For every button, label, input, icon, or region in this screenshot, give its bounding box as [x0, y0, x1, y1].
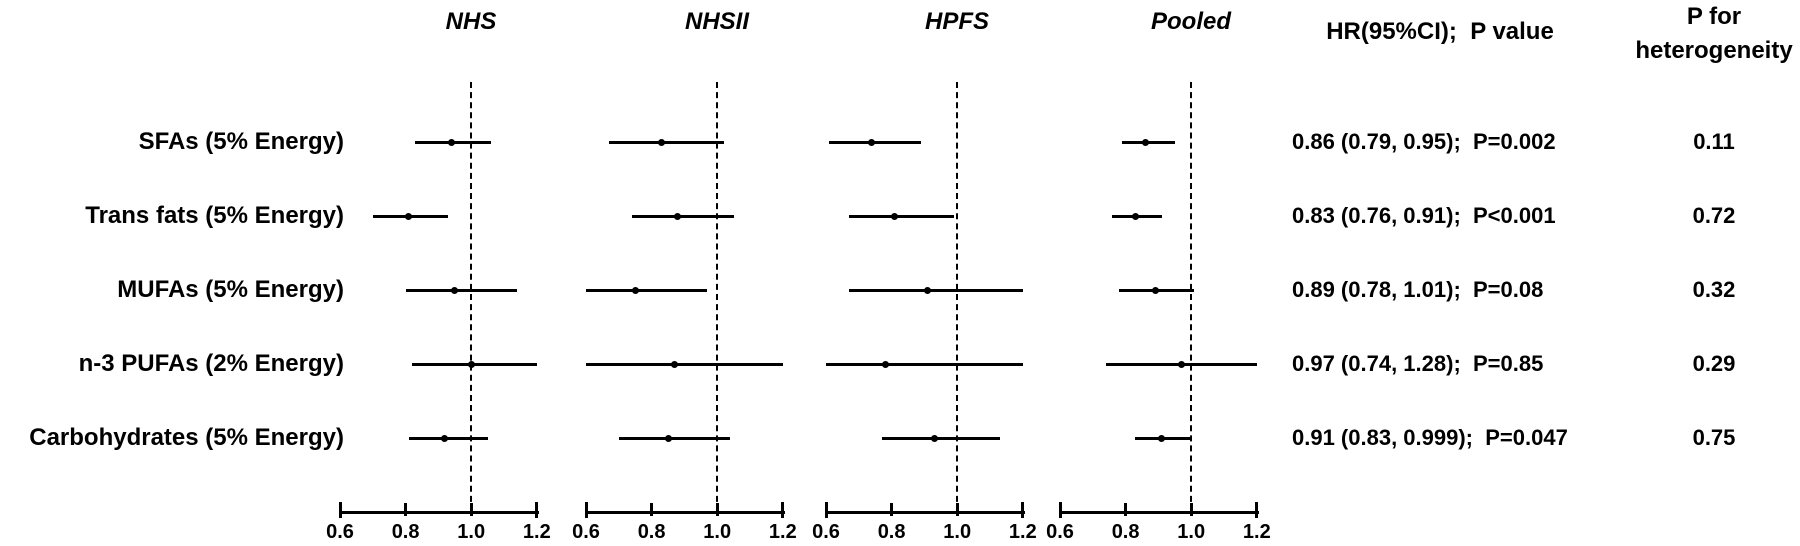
point-estimate: [405, 212, 413, 220]
point-estimate: [451, 286, 459, 294]
heterogeneity-header-line1: P for: [1686, 3, 1742, 30]
point-estimate: [924, 286, 932, 294]
hr-ci-text: 0.89 (0.78, 1.01); P=0.08: [1292, 277, 1544, 302]
ci-line: [829, 140, 922, 144]
point-estimate: [930, 434, 938, 442]
p-heterogeneity-value: 0.72: [1692, 203, 1736, 228]
point-estimate: [664, 434, 672, 442]
point-estimate: [657, 138, 665, 146]
ci-line: [408, 436, 488, 440]
x-axis-tick: [404, 503, 408, 516]
hr-ci-text: 0.83 (0.76, 0.91); P<0.001: [1292, 203, 1556, 228]
x-axis-tick: [469, 503, 473, 516]
x-tick-label: 1.2: [768, 521, 797, 543]
x-tick-label: 0.6: [326, 521, 354, 543]
x-axis-tick: [824, 502, 828, 518]
x-axis-tick: [1255, 502, 1259, 518]
x-axis-tick: [1189, 503, 1193, 516]
hr-ci-text: 0.97 (0.74, 1.28); P=0.85: [1292, 351, 1544, 376]
point-estimate: [1141, 138, 1149, 146]
reference-line: [470, 82, 473, 512]
point-estimate: [891, 212, 899, 220]
p-heterogeneity-value: 0.75: [1692, 425, 1736, 450]
x-axis-tick: [584, 502, 588, 518]
row-label: MUFAs (5% Energy): [117, 276, 344, 303]
x-tick-label: 0.8: [1111, 521, 1140, 543]
ci-line: [881, 436, 1000, 440]
point-estimate: [1158, 434, 1166, 442]
x-tick-label: 1.2: [1242, 521, 1271, 543]
x-axis-tick: [1124, 503, 1128, 516]
x-axis-tick: [1058, 502, 1062, 518]
ci-line: [848, 214, 954, 218]
ci-line: [618, 436, 731, 440]
x-axis-tick: [650, 503, 654, 516]
x-axis: [1059, 511, 1259, 514]
x-tick-label: 0.6: [1046, 521, 1074, 543]
point-estimate: [467, 360, 475, 368]
point-estimate: [881, 360, 889, 368]
p-heterogeneity-value: 0.11: [1693, 129, 1735, 154]
x-axis: [339, 511, 539, 514]
x-axis-tick: [338, 502, 342, 518]
point-estimate: [448, 138, 456, 146]
ci-line: [586, 288, 708, 292]
x-axis-tick: [781, 502, 785, 518]
x-tick-label: 1.2: [1008, 521, 1037, 543]
x-axis: [825, 511, 1025, 514]
x-axis-tick: [1021, 502, 1025, 518]
x-tick-label: 1.0: [703, 521, 732, 543]
row-label: SFAs (5% Energy): [138, 128, 344, 155]
hr-column-header: HR(95%CI); P value: [1326, 18, 1554, 45]
reference-line: [1190, 82, 1193, 512]
ci-line: [631, 214, 734, 218]
x-axis-tick: [955, 503, 959, 516]
x-axis: [585, 511, 785, 514]
x-axis-tick: [715, 503, 719, 516]
reference-line: [716, 82, 719, 512]
heterogeneity-header-line2: heterogeneity: [1635, 37, 1793, 64]
ci-line: [608, 140, 724, 144]
panel-header-hpfs: HPFS: [924, 8, 989, 35]
reference-line: [956, 82, 959, 512]
ci-line: [586, 362, 783, 366]
point-estimate: [868, 138, 876, 146]
x-tick-label: 0.8: [877, 521, 906, 543]
point-estimate: [674, 212, 682, 220]
row-label: n-3 PUFAs (2% Energy): [78, 350, 344, 377]
p-heterogeneity-value: 0.32: [1692, 277, 1736, 302]
x-axis-tick: [535, 502, 539, 518]
x-tick-label: 1.2: [522, 521, 551, 543]
x-tick-label: 1.0: [457, 521, 486, 543]
x-tick-label: 1.0: [943, 521, 972, 543]
hr-ci-text: 0.91 (0.83, 0.999); P=0.047: [1292, 425, 1568, 450]
panel-header-nhsii: NHSII: [684, 8, 749, 35]
panel-header-nhs: NHS: [445, 8, 497, 35]
point-estimate: [671, 360, 679, 368]
x-tick-label: 0.8: [637, 521, 666, 543]
ci-line: [826, 362, 1023, 366]
heterogeneity-column-header: P for heterogeneity: [1604, 0, 1800, 68]
hr-ci-text: 0.86 (0.79, 0.95); P=0.002: [1292, 129, 1556, 154]
point-estimate: [631, 286, 639, 294]
x-axis-tick: [890, 503, 894, 516]
row-label: Trans fats (5% Energy): [85, 202, 344, 229]
x-tick-label: 0.6: [812, 521, 840, 543]
x-tick-label: 0.8: [391, 521, 420, 543]
point-estimate: [1151, 286, 1159, 294]
point-estimate: [441, 434, 449, 442]
row-label: Carbohydrates (5% Energy): [29, 424, 344, 451]
ci-line: [848, 288, 1023, 292]
x-tick-label: 0.6: [572, 521, 600, 543]
x-tick-label: 1.0: [1177, 521, 1206, 543]
panel-header-pooled: Pooled: [1150, 8, 1231, 35]
p-heterogeneity-value: 0.29: [1692, 351, 1736, 376]
point-estimate: [1131, 212, 1139, 220]
point-estimate: [1177, 360, 1185, 368]
ci-line: [405, 288, 518, 292]
